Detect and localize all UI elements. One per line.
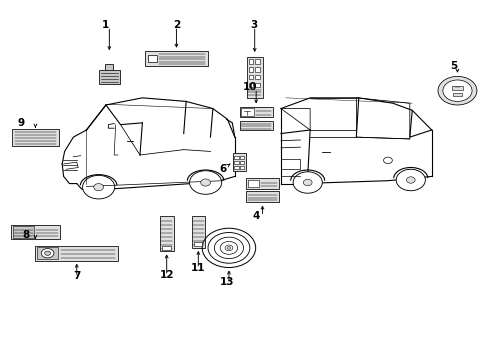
Bar bbox=[255, 59, 260, 64]
Bar bbox=[255, 67, 260, 72]
Circle shape bbox=[395, 169, 425, 191]
Circle shape bbox=[303, 179, 311, 186]
Bar bbox=[248, 59, 253, 64]
Circle shape bbox=[292, 172, 322, 193]
Bar bbox=[248, 67, 253, 72]
Circle shape bbox=[82, 175, 115, 199]
Bar bbox=[162, 246, 171, 250]
Text: 9: 9 bbox=[17, 118, 24, 128]
Bar bbox=[99, 70, 120, 84]
Circle shape bbox=[406, 177, 414, 183]
Bar bbox=[144, 51, 207, 66]
Bar bbox=[234, 166, 238, 169]
Bar bbox=[248, 75, 253, 80]
Text: 7: 7 bbox=[73, 271, 81, 282]
Text: 8: 8 bbox=[22, 230, 29, 240]
Circle shape bbox=[94, 184, 103, 191]
Bar bbox=[248, 83, 253, 87]
Text: 5: 5 bbox=[449, 61, 456, 71]
Bar bbox=[232, 153, 246, 171]
Bar bbox=[239, 121, 272, 130]
Bar bbox=[452, 93, 461, 96]
Bar bbox=[240, 156, 244, 159]
Text: 6: 6 bbox=[219, 164, 226, 174]
Circle shape bbox=[41, 249, 54, 258]
Text: 13: 13 bbox=[220, 277, 234, 287]
Text: 11: 11 bbox=[191, 262, 205, 273]
Text: 10: 10 bbox=[243, 82, 257, 92]
Circle shape bbox=[437, 76, 476, 105]
Circle shape bbox=[226, 247, 230, 249]
Bar bbox=[191, 216, 204, 248]
Bar bbox=[11, 225, 60, 239]
Bar bbox=[147, 55, 157, 62]
Text: 3: 3 bbox=[250, 19, 257, 30]
Bar bbox=[451, 86, 462, 90]
Bar bbox=[240, 166, 244, 169]
Bar bbox=[240, 161, 244, 164]
Bar bbox=[241, 108, 253, 116]
Text: 12: 12 bbox=[159, 270, 174, 280]
Bar bbox=[37, 247, 58, 259]
Bar bbox=[35, 246, 118, 261]
Bar bbox=[13, 226, 34, 238]
Bar bbox=[234, 161, 238, 164]
Circle shape bbox=[44, 251, 50, 255]
Bar bbox=[245, 192, 279, 202]
Bar bbox=[160, 216, 173, 251]
Circle shape bbox=[201, 179, 210, 186]
Text: 2: 2 bbox=[172, 19, 180, 30]
Circle shape bbox=[383, 157, 391, 163]
Circle shape bbox=[442, 80, 471, 102]
Bar bbox=[246, 57, 262, 98]
Bar bbox=[247, 180, 258, 187]
Bar bbox=[234, 156, 238, 159]
Bar bbox=[255, 83, 260, 87]
Bar bbox=[255, 75, 260, 80]
Text: 1: 1 bbox=[102, 19, 109, 30]
Bar bbox=[239, 107, 272, 117]
Bar bbox=[12, 129, 59, 146]
Text: 4: 4 bbox=[252, 211, 260, 221]
Bar bbox=[245, 178, 279, 189]
Bar bbox=[105, 64, 113, 73]
Bar bbox=[194, 242, 202, 247]
Circle shape bbox=[189, 171, 221, 194]
